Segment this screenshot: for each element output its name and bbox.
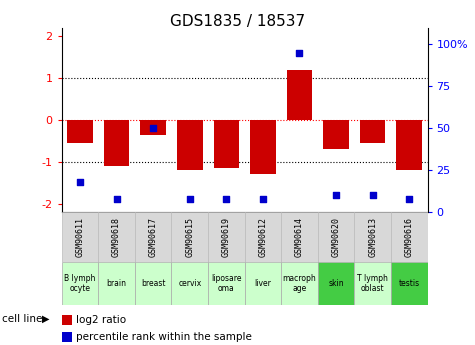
Bar: [250, 120, 276, 175]
Text: cervix: cervix: [178, 279, 201, 288]
Text: brain: brain: [106, 279, 127, 288]
Text: breast: breast: [141, 279, 165, 288]
Bar: [135, 262, 171, 305]
Text: liposare
oma: liposare oma: [211, 274, 242, 294]
Text: GSM90614: GSM90614: [295, 217, 304, 257]
Point: [186, 196, 194, 201]
Bar: [287, 70, 312, 120]
Bar: [214, 120, 239, 168]
Text: testis: testis: [399, 279, 420, 288]
Bar: [318, 262, 354, 305]
Bar: [391, 262, 428, 305]
Bar: [177, 120, 202, 170]
Bar: [391, 212, 428, 262]
Bar: [135, 212, 171, 262]
Bar: [323, 120, 349, 149]
Point: [332, 193, 340, 198]
Bar: [98, 212, 135, 262]
Text: liver: liver: [255, 279, 271, 288]
Bar: [397, 120, 422, 170]
Text: macroph
age: macroph age: [283, 274, 316, 294]
Bar: [62, 262, 98, 305]
Text: GSM90616: GSM90616: [405, 217, 414, 257]
Bar: [98, 262, 135, 305]
Bar: [208, 262, 245, 305]
Bar: [62, 332, 72, 342]
Bar: [104, 120, 129, 166]
Text: skin: skin: [328, 279, 344, 288]
Bar: [171, 262, 208, 305]
Bar: [354, 262, 391, 305]
Bar: [281, 262, 318, 305]
Point: [222, 196, 230, 201]
Point: [295, 50, 304, 56]
Bar: [360, 120, 385, 143]
Point: [76, 179, 84, 185]
Text: T lymph
oblast: T lymph oblast: [357, 274, 388, 294]
Text: ▶: ▶: [42, 314, 49, 324]
Text: log2 ratio: log2 ratio: [76, 315, 126, 325]
Point: [405, 196, 413, 201]
Bar: [141, 120, 166, 135]
Bar: [62, 212, 98, 262]
Bar: [245, 212, 281, 262]
Bar: [62, 315, 72, 325]
Text: GDS1835 / 18537: GDS1835 / 18537: [170, 14, 305, 29]
Bar: [318, 212, 354, 262]
Text: GSM90620: GSM90620: [332, 217, 341, 257]
Text: GSM90619: GSM90619: [222, 217, 231, 257]
Text: GSM90617: GSM90617: [149, 217, 158, 257]
Point: [149, 126, 157, 131]
Point: [369, 193, 377, 198]
Bar: [208, 212, 245, 262]
Text: GSM90618: GSM90618: [112, 217, 121, 257]
Text: B lymph
ocyte: B lymph ocyte: [64, 274, 96, 294]
Text: GSM90613: GSM90613: [368, 217, 377, 257]
Bar: [281, 212, 318, 262]
Text: GSM90615: GSM90615: [185, 217, 194, 257]
Text: cell line: cell line: [2, 314, 43, 324]
Bar: [171, 212, 208, 262]
Point: [259, 196, 267, 201]
Text: GSM90612: GSM90612: [258, 217, 267, 257]
Bar: [67, 120, 93, 143]
Bar: [354, 212, 391, 262]
Bar: [245, 262, 281, 305]
Text: percentile rank within the sample: percentile rank within the sample: [76, 332, 252, 342]
Point: [113, 196, 121, 201]
Text: GSM90611: GSM90611: [76, 217, 85, 257]
